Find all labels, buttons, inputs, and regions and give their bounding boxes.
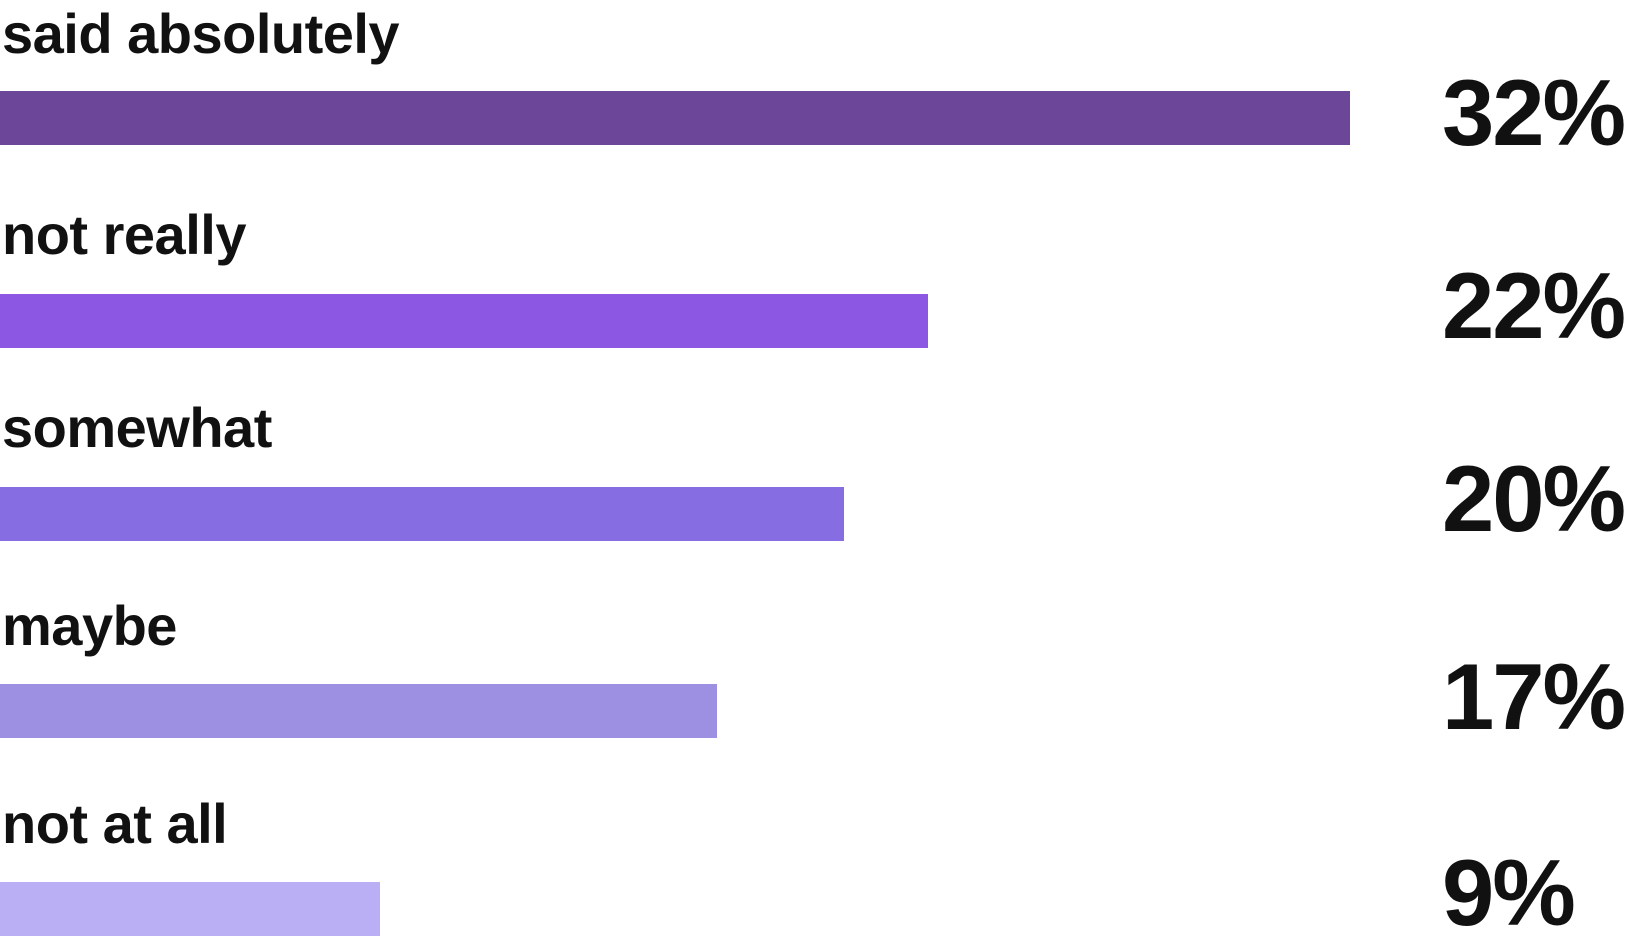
bar-not-at-all — [0, 882, 380, 936]
value-label: 20% — [1442, 446, 1626, 551]
category-label: not really — [2, 203, 246, 266]
bar-said-absolutely — [0, 91, 1350, 145]
category-label: somewhat — [2, 396, 272, 459]
bar-not-really — [0, 294, 928, 348]
value-label: 22% — [1442, 253, 1626, 358]
category-label: maybe — [2, 594, 177, 657]
value-label: 17% — [1442, 644, 1626, 749]
category-label: not at all — [2, 792, 228, 855]
value-label: 32% — [1442, 60, 1626, 165]
value-label: 9% — [1442, 840, 1576, 945]
bar-somewhat — [0, 487, 844, 541]
bar-maybe — [0, 684, 717, 738]
category-label: said absolutely — [2, 2, 400, 65]
